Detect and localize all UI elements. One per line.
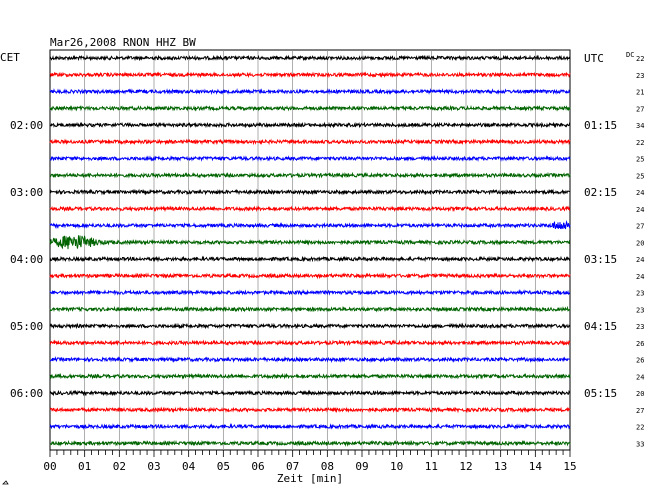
- trace-line: [49, 255, 571, 263]
- x-tick-label: 11: [425, 460, 438, 473]
- trace-line: [49, 87, 571, 96]
- trace-line: [49, 71, 571, 79]
- trace-line: [49, 339, 571, 347]
- dc-offset-value: 24: [636, 206, 644, 214]
- left-hour-labels: 02:00 03:00 04:00 05:00 06:00: [10, 119, 43, 400]
- chart-title: Mar26,2008 RNON HHZ BW: [50, 36, 196, 49]
- dc-offset-value: 23: [636, 72, 644, 80]
- trace-line: [49, 406, 571, 414]
- trace-line: [49, 138, 571, 146]
- left-hour-label: 05:00: [10, 320, 43, 333]
- dc-offset-value: 20: [636, 390, 644, 398]
- dc-offset-value: 22: [636, 55, 644, 63]
- plot-grid: [49, 49, 571, 451]
- x-tick-label: 09: [355, 460, 368, 473]
- trace-line: [49, 423, 571, 430]
- trace-line: [49, 305, 571, 313]
- right-hour-labels: UTC 01:15 02:15 03:15 04:15 05:15: [584, 52, 617, 400]
- right-hour-label: UTC: [584, 52, 604, 65]
- dc-offset-value: 26: [636, 340, 644, 348]
- dc-offset-value: 27: [636, 223, 644, 231]
- trace-line: [49, 121, 571, 129]
- x-tick-label: 15: [563, 460, 576, 473]
- dc-offset-value: 25: [636, 156, 644, 164]
- dc-offset-value: 25: [636, 172, 644, 180]
- x-tick-label: 00: [43, 460, 56, 473]
- trace-line: [49, 356, 571, 364]
- left-timezone-label: CET: [0, 51, 20, 64]
- right-hour-label: 02:15: [584, 186, 617, 199]
- trace-line: [49, 272, 571, 280]
- trace-line: [49, 389, 571, 397]
- x-tick-label: 04: [182, 460, 196, 473]
- right-hour-label: 03:15: [584, 253, 617, 266]
- x-tick-label: 13: [494, 460, 507, 473]
- trace-line: [49, 289, 571, 297]
- left-hour-label: 03:00: [10, 186, 43, 199]
- x-tick-label: 07: [286, 460, 299, 473]
- trace-line: [49, 235, 571, 250]
- dc-offset-value: 24: [636, 189, 644, 197]
- dc-offset-value: 23: [636, 290, 644, 298]
- x-tick-label: 08: [321, 460, 334, 473]
- left-hour-label: 06:00: [10, 387, 43, 400]
- left-hour-label: 04:00: [10, 253, 43, 266]
- trace-line: [49, 171, 571, 179]
- dc-label: DC: [626, 51, 634, 59]
- dc-offset-value: 24: [636, 256, 644, 264]
- trace-line: [49, 205, 571, 213]
- dc-offset-value: 22: [636, 424, 644, 432]
- dc-offset-value: 20: [636, 239, 644, 247]
- x-tick-label: 12: [459, 460, 472, 473]
- trace-line: [49, 188, 571, 196]
- x-tick-label: 05: [217, 460, 230, 473]
- corner-mark-icon: [2, 480, 9, 485]
- dc-offset-value: 34: [636, 122, 644, 130]
- right-hour-label: 05:15: [584, 387, 617, 400]
- x-tick-label: 01: [78, 460, 91, 473]
- dc-offset-value: 23: [636, 323, 644, 331]
- left-hour-label: 02:00: [10, 119, 43, 132]
- trace-line: [49, 54, 571, 62]
- dc-offset-value: 27: [636, 105, 644, 113]
- trace-line: [49, 104, 571, 112]
- x-tick-label: 10: [390, 460, 403, 473]
- trace-line: [49, 439, 571, 447]
- dc-offset-value: 24: [636, 273, 644, 281]
- x-axis: 00 01 02 03 04 05 06 07 08 09 10 11 12 13 14 15: [43, 450, 577, 473]
- trace-group: [49, 54, 571, 447]
- trace-line: [49, 155, 571, 163]
- x-tick-label: 02: [113, 460, 126, 473]
- right-hour-label: 04:15: [584, 320, 617, 333]
- plot-frame: [49, 49, 571, 451]
- dc-offset-value: 21: [636, 89, 644, 97]
- x-tick-label: 06: [251, 460, 264, 473]
- x-tick-label: 14: [529, 460, 543, 473]
- dc-offset-value: 33: [636, 440, 644, 448]
- dc-offset-value: 24: [636, 373, 644, 381]
- x-tick-label: 03: [147, 460, 160, 473]
- right-hour-label: 01:15: [584, 119, 617, 132]
- dc-offset-value: 26: [636, 357, 644, 365]
- x-axis-label: Zeit [min]: [277, 472, 343, 485]
- dc-offset-labels: 22 23 21 27 34 22 25 25 24 24 27 20 24 24 23 23 23 26 26 24…: [636, 55, 644, 448]
- trace-line: [49, 322, 571, 330]
- dc-offset-value: 23: [636, 306, 644, 314]
- dc-offset-value: 27: [636, 407, 644, 415]
- trace-line: [49, 219, 571, 230]
- trace-line: [49, 372, 571, 380]
- dc-offset-value: 22: [636, 139, 644, 147]
